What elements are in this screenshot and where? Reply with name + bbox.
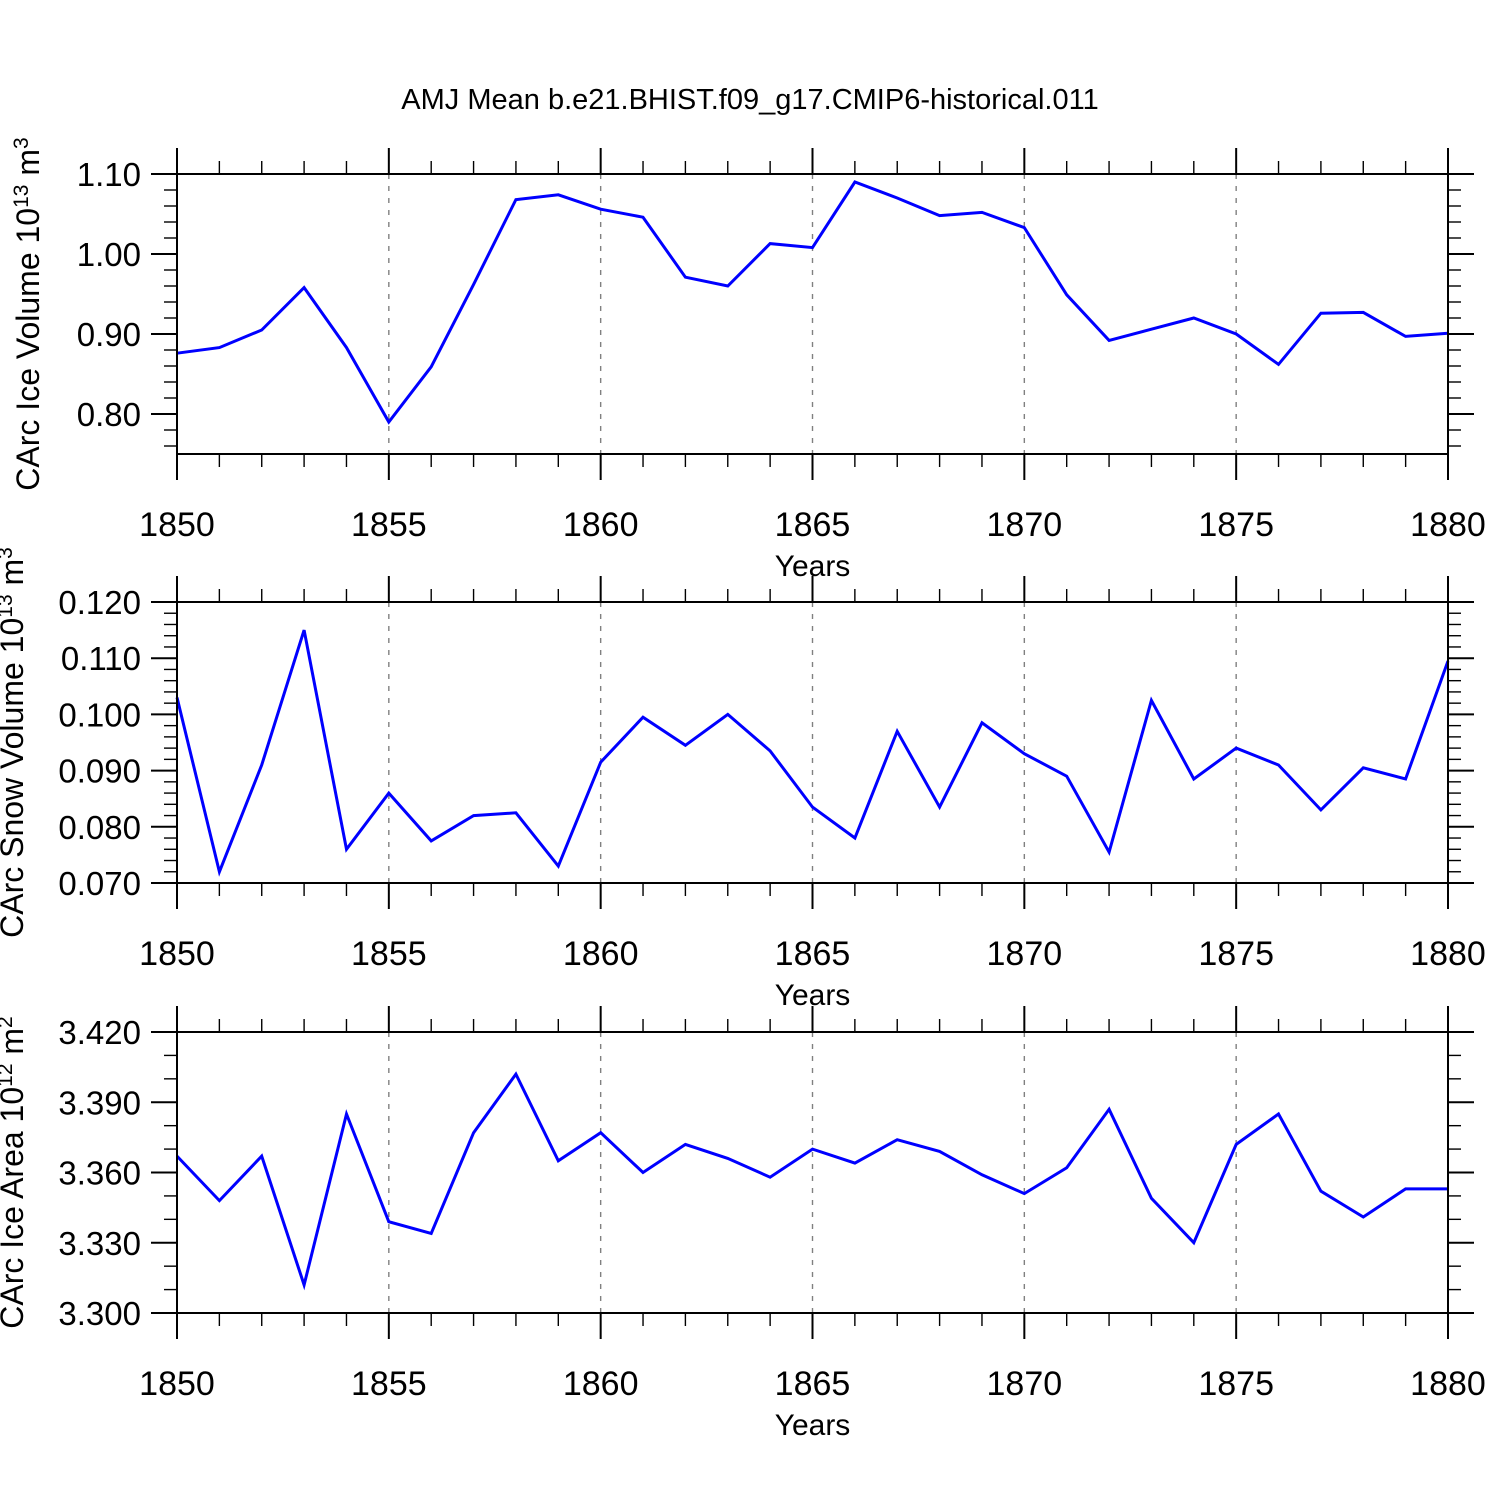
y-tick-label: 1.10 — [77, 156, 141, 193]
y-tick-label: 3.300 — [58, 1295, 141, 1332]
x-tick-label: 1860 — [563, 935, 639, 973]
carc-snow-volume-chart: 0.070 0.080 0.090 0.100 0.110 0.120 1850 1855 18… — [0, 547, 1486, 1012]
x-tick-label: 1855 — [351, 935, 427, 973]
carc-ice-area-chart-line — [175, 1071, 1448, 1291]
page-title: AMJ Mean b.e21.BHIST.f09_g17.CMIP6-histo… — [401, 84, 1099, 116]
y-tick-label: 0.110 — [61, 640, 141, 677]
y-tick-label: 3.390 — [58, 1084, 141, 1121]
y-axis-title: CArc Ice Volume 1013 m3 — [10, 137, 46, 490]
x-tick-label: 1875 — [1198, 506, 1274, 544]
y-axis-title: CArc Snow Volume 1013 m3 — [0, 547, 30, 938]
x-tick-label: 1870 — [987, 506, 1063, 544]
x-tick-label: 1880 — [1410, 1365, 1486, 1403]
x-tick-label: 1875 — [1198, 1365, 1274, 1403]
x-tick-label: 1875 — [1198, 935, 1274, 973]
x-tick-label: 1870 — [987, 935, 1063, 973]
x-tick-label: 1865 — [775, 935, 851, 973]
x-tick-label: 1880 — [1410, 935, 1486, 973]
x-tick-label: 1860 — [563, 506, 639, 544]
y-tick-label: 0.090 — [58, 753, 141, 790]
y-tick-label: 0.070 — [58, 865, 141, 902]
carc-ice-volume-chart: 0.80 0.90 1.00 1.10 1850 1855 1860 1865 1870 1875… — [10, 137, 1486, 583]
plot-frame — [176, 1031, 1449, 1314]
y-tick-label: 3.360 — [58, 1155, 141, 1192]
carc-snow-volume-chart-line — [175, 629, 1450, 877]
carc-ice-area-chart: 3.300 3.330 3.360 3.390 3.420 1850 1855 1860 186… — [0, 1006, 1486, 1442]
plot-frame — [176, 601, 1449, 884]
y-tick-label: 0.120 — [58, 584, 141, 621]
x-tick-label: 1865 — [775, 506, 851, 544]
carc-ice-volume-chart-line — [176, 180, 1449, 425]
y-tick-label: 0.080 — [58, 809, 141, 846]
plot-frame — [176, 173, 1449, 455]
x-axis-title: Years — [775, 1409, 851, 1442]
x-tick-label: 1865 — [775, 1365, 851, 1403]
x-tick-label: 1855 — [351, 1365, 427, 1403]
y-axis-title: CArc Ice Area 1012 m2 — [0, 1016, 30, 1328]
x-tick-label: 1850 — [139, 1365, 215, 1403]
y-tick-label: 3.330 — [58, 1225, 141, 1262]
x-tick-label: 1850 — [139, 935, 215, 973]
y-tick-label: 0.90 — [77, 316, 141, 353]
y-tick-label: 1.00 — [77, 236, 141, 273]
x-tick-label: 1855 — [351, 506, 427, 544]
x-tick-label: 1870 — [987, 1365, 1063, 1403]
y-tick-label: 0.100 — [58, 696, 141, 733]
y-tick-label: 3.420 — [58, 1014, 141, 1051]
x-tick-label: 1860 — [563, 1365, 639, 1403]
y-tick-label: 0.80 — [77, 396, 141, 433]
x-tick-label: 1880 — [1410, 506, 1486, 544]
x-tick-label: 1850 — [139, 506, 215, 544]
